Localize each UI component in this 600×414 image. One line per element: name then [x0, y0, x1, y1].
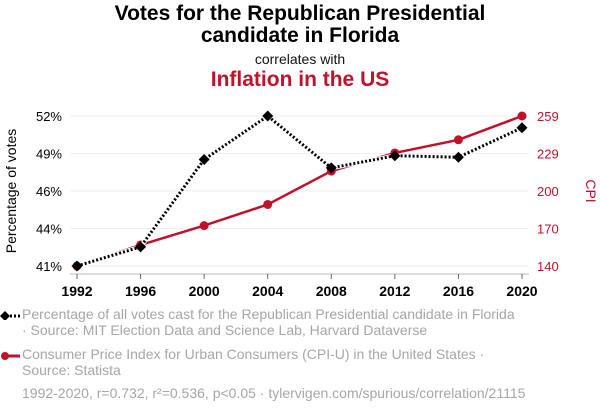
legend-cpi-line1: Consumer Price Index for Urban Consumers…: [22, 346, 485, 362]
votes-point: [71, 260, 83, 272]
left-tick-label: 41%: [36, 259, 62, 274]
cpi-point: [517, 111, 527, 121]
cpi-line: [76, 114, 523, 268]
legend-cpi-symbol-icon: [1, 352, 20, 360]
legend-votes-line1: Percentage of all votes cast for the Rep…: [22, 306, 515, 322]
x-tick-label: 2012: [379, 283, 410, 299]
right-axis-label: CPI: [583, 179, 599, 202]
x-tick-label: 1996: [125, 283, 156, 299]
legend-item-votes: Percentage of all votes cast for the Rep…: [22, 306, 582, 338]
footer-stats: 1992-2020, r=0.732, r²=0.536, p<0.05 · t…: [22, 385, 526, 401]
votes-point: [198, 153, 210, 165]
left-tick-label: 52%: [36, 109, 62, 124]
chart-title: Votes for the Republican Presidential ca…: [0, 3, 600, 47]
votes-point: [325, 162, 337, 174]
x-tick-label: 2004: [252, 283, 283, 299]
x-axis-ticks: 1992 1996 2000 2004 2008 2012 2016 2020: [61, 274, 538, 299]
legend-item-cpi: Consumer Price Index for Urban Consumers…: [22, 346, 582, 378]
votes-point: [452, 151, 464, 163]
votes-line: [76, 114, 523, 268]
x-tick-label: 1992: [61, 283, 92, 299]
votes-point: [135, 241, 147, 253]
right-tick-label: 140: [537, 259, 559, 274]
cpi-point: [263, 199, 273, 209]
x-tick-label: 2008: [316, 283, 347, 299]
right-axis-ticks: 140 170 200 229 259: [537, 109, 559, 274]
votes-point: [262, 110, 274, 122]
series-votes: [71, 110, 528, 272]
right-tick-label: 259: [537, 109, 559, 124]
left-tick-label: 44%: [36, 222, 62, 237]
correlates-with-label: correlates with: [254, 51, 346, 67]
left-tick-label: 49%: [36, 146, 62, 161]
legend-votes-symbol-icon: [0, 311, 20, 320]
left-axis-label: Percentage of votes: [3, 129, 19, 254]
cpi-point: [199, 221, 209, 231]
left-tick-label: 46%: [36, 184, 62, 199]
legend-cpi-line2: Source: Statista: [22, 362, 121, 378]
x-tick-label: 2016: [443, 283, 474, 299]
right-tick-label: 200: [537, 184, 559, 199]
votes-point: [516, 122, 528, 134]
chart-title-line1: Votes for the Republican Presidential: [114, 2, 486, 25]
right-tick-label: 170: [537, 222, 559, 237]
left-axis-ticks: 41% 44% 46% 49% 52%: [36, 109, 62, 274]
votes-point: [389, 150, 401, 162]
chart-title-secondary: Inflation in the US: [210, 68, 390, 91]
chart-plot: 41% 44% 46% 49% 52% 140 170 200 229 259 1992 1996…: [3, 109, 599, 299]
cpi-point: [453, 135, 463, 145]
x-tick-label: 2000: [189, 283, 220, 299]
x-tick-label: 2020: [506, 283, 537, 299]
right-tick-label: 229: [537, 146, 559, 161]
chart-title-line2: candidate in Florida: [200, 24, 400, 47]
gridlines: [70, 115, 529, 267]
legend-votes-line2: · Source: MIT Election Data and Science …: [22, 322, 428, 338]
